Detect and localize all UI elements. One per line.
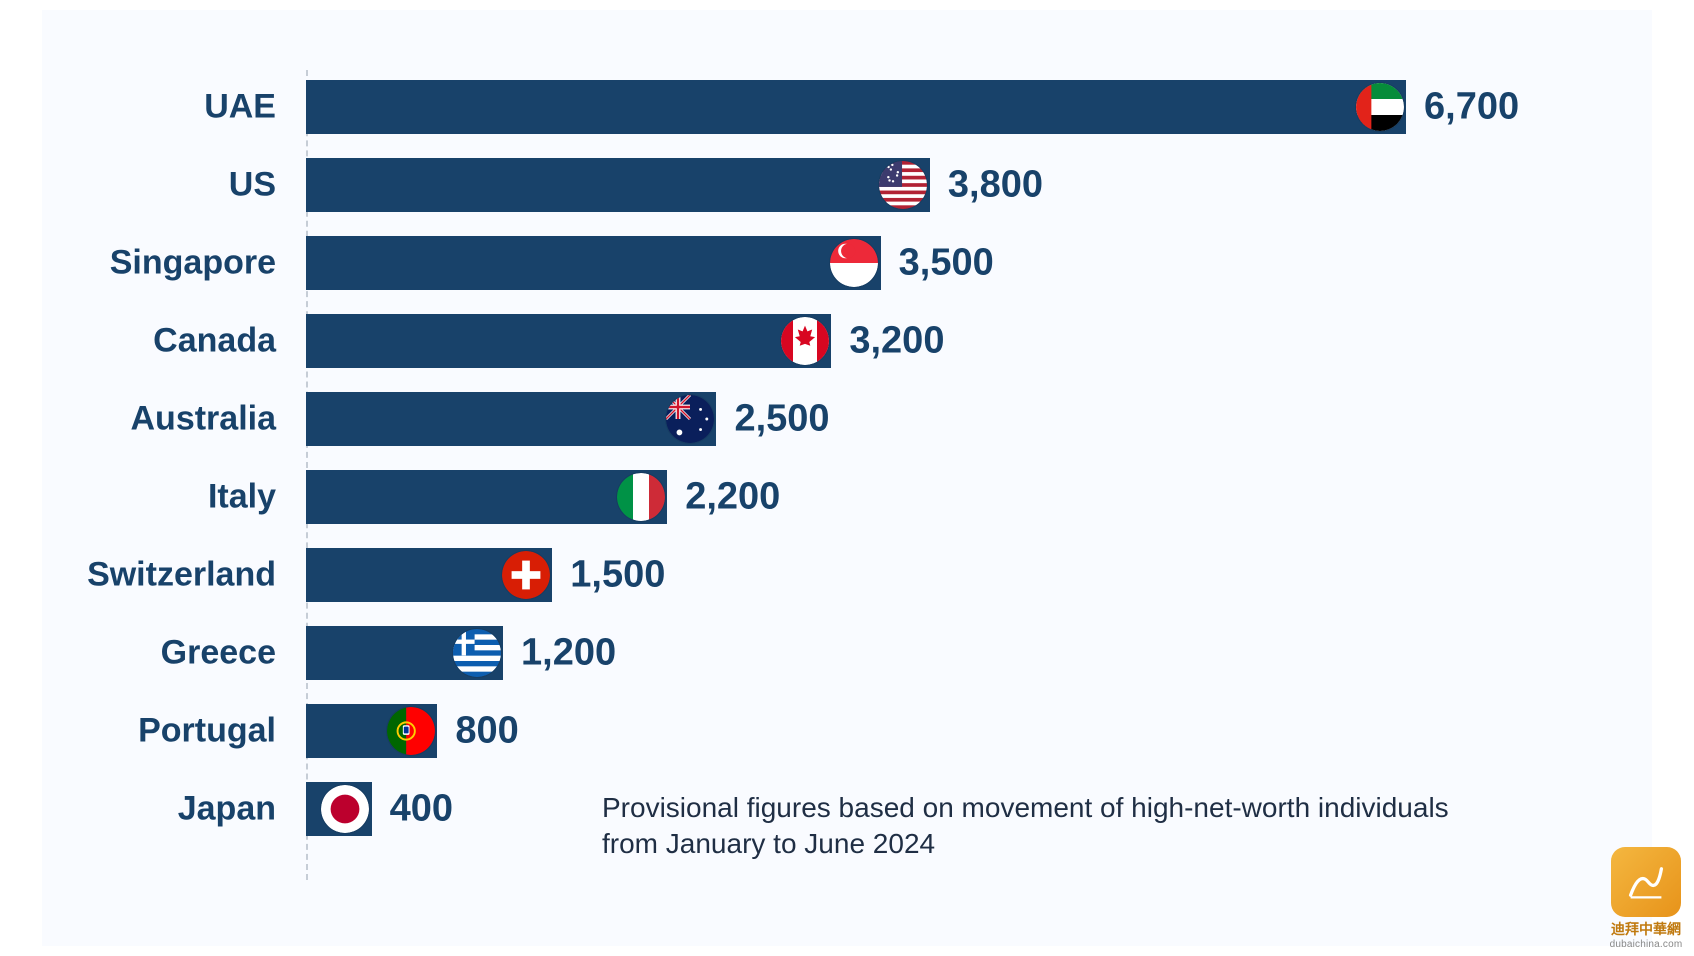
bar-value: 3,500 [899, 242, 994, 285]
bar [306, 236, 881, 290]
japan-flag-icon [321, 785, 369, 833]
bar [306, 392, 716, 446]
bar-value: 2,500 [734, 398, 829, 441]
watermark: 迪拜中華網 dubaichina.com [1604, 847, 1688, 950]
bar-row: UAE 6,700 [306, 80, 1406, 134]
us-flag-icon [879, 161, 927, 209]
uae-flag-icon [1356, 83, 1404, 131]
bar-value: 2,200 [685, 476, 780, 519]
bar-row: Switzerland 1,500 [306, 548, 552, 602]
switzerland-flag-icon [502, 551, 550, 599]
italy-flag-icon [617, 473, 665, 521]
chart-frame: UAE 6,700 US 3,800 Singapore 3,500 Canada 3… [42, 10, 1652, 946]
bar-value: 400 [390, 788, 453, 831]
bar-row: Canada 3,200 [306, 314, 831, 368]
bar-label: Italy [208, 478, 276, 517]
bar-label: US [229, 166, 276, 205]
bar-row: Greece 1,200 [306, 626, 503, 680]
bar-value: 6,700 [1424, 86, 1519, 129]
bar-value: 1,200 [521, 632, 616, 675]
footnote-text: Provisional figures based on movement of… [602, 790, 1502, 863]
bar-row: Portugal 800 [306, 704, 437, 758]
watermark-title: 迪拜中華網 [1604, 919, 1688, 939]
bar-label: Switzerland [87, 556, 276, 595]
bar [306, 80, 1406, 134]
bar-value: 1,500 [570, 554, 665, 597]
bar-row: US 3,800 [306, 158, 930, 212]
bar [306, 158, 930, 212]
bar-value: 3,800 [948, 164, 1043, 207]
bar-label: Australia [131, 400, 277, 439]
bar-row: Australia 2,500 [306, 392, 716, 446]
bar-label: UAE [204, 88, 276, 127]
bar-label: Greece [161, 634, 276, 673]
bar-label: Portugal [138, 712, 276, 751]
bar-row: Singapore 3,500 [306, 236, 881, 290]
australia-flag-icon [666, 395, 714, 443]
bar-label: Japan [178, 790, 276, 829]
bar-label: Canada [153, 322, 276, 361]
watermark-logo-icon [1611, 847, 1681, 917]
plot-area: UAE 6,700 US 3,800 Singapore 3,500 Canada 3… [306, 80, 1586, 870]
bar-value: 3,200 [849, 320, 944, 363]
bar-value: 800 [455, 710, 518, 753]
watermark-subtitle: dubaichina.com [1604, 939, 1688, 950]
canada-flag-icon [781, 317, 829, 365]
bar-row: Italy2,200 [306, 470, 667, 524]
bar [306, 470, 667, 524]
bar-label: Singapore [110, 244, 276, 283]
bar-row: Japan400 [306, 782, 372, 836]
portugal-flag-icon [387, 707, 435, 755]
bar [306, 314, 831, 368]
greece-flag-icon [453, 629, 501, 677]
singapore-flag-icon [830, 239, 878, 287]
